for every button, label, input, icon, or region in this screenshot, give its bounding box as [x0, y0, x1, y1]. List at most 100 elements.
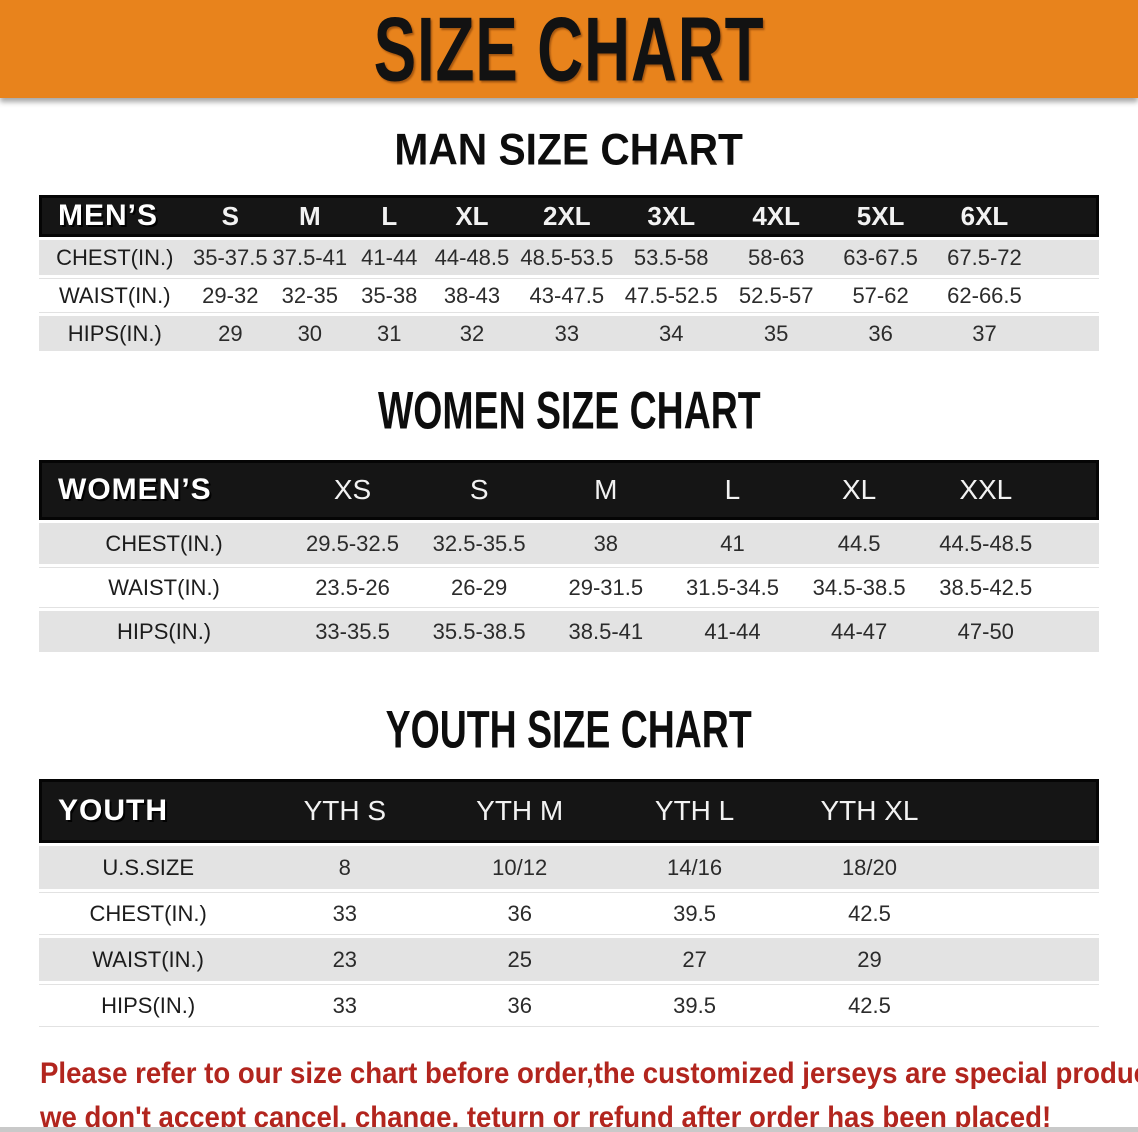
measurement-value: 23.5-26 [289, 567, 416, 608]
table-row: WAIST(IN.) 23.5-26 26-29 29-31.5 31.5-34.5 34… [39, 567, 1099, 608]
size-column-header: XL [795, 460, 923, 520]
filler-cell [1036, 316, 1099, 351]
table-group-label: WOMEN’S [39, 460, 290, 520]
measurement-value: 29-32 [190, 278, 271, 313]
youth-size-table: YOUTH YTH S YTH M YTH L YTH XL U.S.SIZE 8 10/12… [39, 776, 1099, 1030]
women-section-heading: WOMEN SIZE CHART [0, 382, 1138, 441]
measurement-value: 31 [377, 320, 402, 346]
filler-cell [1036, 240, 1099, 275]
size-column-header: L [349, 195, 430, 237]
measurement-value: 44-48.5 [434, 244, 510, 270]
men-size-table: MEN’S S M L XL 2XL 3XL 4XL 5XL 6XL CHEST(IN.) 35-37… [39, 192, 1099, 354]
measurement-value: 43-47.5 [514, 278, 619, 313]
size-column-header: YTH L [607, 779, 783, 843]
women-size-table: WOMEN’S XS S M L XL XXL CHEST(IN.) 29.5-32.5 32.5… [39, 457, 1099, 655]
measurement-value: 42.5 [782, 984, 957, 1027]
size-column-header: L [669, 460, 796, 520]
measurement-value: 35.5-38.5 [432, 618, 526, 644]
measurement-value: 29.5-32.5 [306, 530, 399, 556]
measurement-value: 41-44 [704, 618, 761, 644]
filler-cell [1036, 278, 1099, 313]
measurement-value: 14/16 [667, 854, 723, 880]
filler-cell [1049, 460, 1099, 520]
measurement-value: 35-38 [349, 278, 430, 313]
measurement-value: 38-43 [429, 278, 515, 313]
filler-cell [957, 938, 1099, 981]
measurement-value: 29-31.5 [542, 567, 670, 608]
measurement-value: 25 [507, 946, 532, 972]
measurement-value: 27 [682, 946, 707, 972]
measurement-value: 32.5-35.5 [432, 530, 526, 556]
table-row: HIPS(IN.) 29 30 31 32 33 34 35 36 37 [39, 316, 1099, 351]
table-row: U.S.SIZE 8 10/12 14/16 18/20 [39, 846, 1099, 889]
title-banner: SIZE CHART [0, 0, 1138, 98]
youth-section-heading: YOUTH SIZE CHART [0, 701, 1138, 759]
page-title: SIZE CHART [373, 0, 765, 100]
filler-cell [1049, 611, 1099, 652]
measurement-value: 57-62 [828, 278, 933, 313]
table-group-label: YOUTH [39, 779, 258, 843]
size-column-header: M [542, 460, 670, 520]
disclaimer-line-1: Please refer to our size chart before or… [40, 1057, 1138, 1090]
measurement-value: 26-29 [415, 567, 543, 608]
measurement-value: 35-37.5 [193, 244, 268, 270]
measurement-value: 33-35.5 [315, 618, 390, 644]
measurement-row-label: CHEST(IN.) [105, 530, 223, 556]
measurement-value: 48.5-53.5 [520, 244, 614, 270]
measurement-value: 35 [763, 320, 789, 346]
measurement-row-label: U.S.SIZE [102, 854, 195, 880]
table-row: HIPS(IN.) 33-35.5 35.5-38.5 38.5-41 41-44 44-… [39, 611, 1099, 652]
women-section-heading-text: WOMEN SIZE CHART [377, 382, 761, 441]
measurement-value: 34 [658, 320, 684, 346]
measurement-row-label: CHEST(IN.) [56, 244, 174, 270]
size-column-header: YTH S [257, 779, 433, 843]
measurement-value: 18/20 [841, 854, 897, 880]
size-column-header: 2XL [514, 195, 619, 237]
table-row: WAIST(IN.) 29-32 32-35 35-38 38-43 43-47.5 47.… [39, 278, 1099, 313]
measurement-value: 53.5-58 [633, 244, 709, 270]
disclaimer-text: Please refer to our size chart before or… [0, 1052, 1138, 1132]
men-section-heading: MAN SIZE CHART [0, 124, 1138, 175]
measurement-value: 67.5-72 [947, 244, 1022, 270]
table-row: WAIST(IN.) 23 25 27 29 [39, 938, 1099, 981]
size-column-header: 6XL [932, 195, 1037, 237]
table-row: CHEST(IN.) 33 36 39.5 42.5 [39, 892, 1099, 935]
measurement-value: 36 [432, 984, 608, 1027]
size-column-header: 4XL [723, 195, 829, 237]
youth-size-section: YOUTH YTH S YTH M YTH L YTH XL U.S.SIZE 8 10/12… [0, 776, 1138, 1030]
men-size-section: MEN’S S M L XL 2XL 3XL 4XL 5XL 6XL CHEST(IN.) 35-37… [0, 192, 1138, 354]
measurement-value: 63-67.5 [843, 244, 918, 270]
measurement-value: 52.5-57 [723, 278, 829, 313]
measurement-value: 33 [257, 984, 433, 1027]
filler-cell [1049, 567, 1099, 608]
measurement-value: 31.5-34.5 [669, 567, 796, 608]
measurement-value: 33 [257, 892, 433, 935]
measurement-value: 36 [868, 320, 893, 346]
measurement-value: 30 [297, 320, 323, 346]
women-size-section: WOMEN’S XS S M L XL XXL CHEST(IN.) 29.5-32.5 32.5… [0, 457, 1138, 655]
measurement-value: 41-44 [361, 244, 418, 270]
measurement-row-label: HIPS(IN.) [67, 320, 162, 346]
size-table-header-row: MEN’S S M L XL 2XL 3XL 4XL 5XL 6XL [39, 195, 1099, 237]
measurement-value: 47-50 [957, 618, 1014, 644]
filler-cell [956, 892, 1099, 935]
measurement-value: 29 [857, 946, 882, 972]
measurement-value: 33 [554, 320, 580, 346]
measurement-value: 8 [338, 854, 351, 880]
measurement-value: 42.5 [782, 892, 957, 935]
size-column-header: M [270, 195, 350, 237]
men-section-heading-text: MAN SIZE CHART [394, 124, 744, 175]
measurement-value: 47.5-52.5 [618, 278, 724, 313]
measurement-value: 29 [218, 320, 243, 346]
measurement-value: 44.5-48.5 [939, 530, 1033, 556]
measurement-value: 10/12 [492, 854, 548, 880]
disclaimer-line-2: we don't accept cancel, change, teturn o… [40, 1100, 1052, 1132]
table-row: CHEST(IN.) 29.5-32.5 32.5-35.5 38 41 44.5 44.5… [39, 523, 1099, 564]
size-column-header: S [415, 460, 543, 520]
size-column-header: XXL [922, 460, 1050, 520]
table-row: HIPS(IN.) 33 36 39.5 42.5 [39, 984, 1099, 1027]
filler-cell [1036, 195, 1099, 237]
measurement-value: 62-66.5 [932, 278, 1037, 313]
measurement-value: 39.5 [607, 892, 783, 935]
